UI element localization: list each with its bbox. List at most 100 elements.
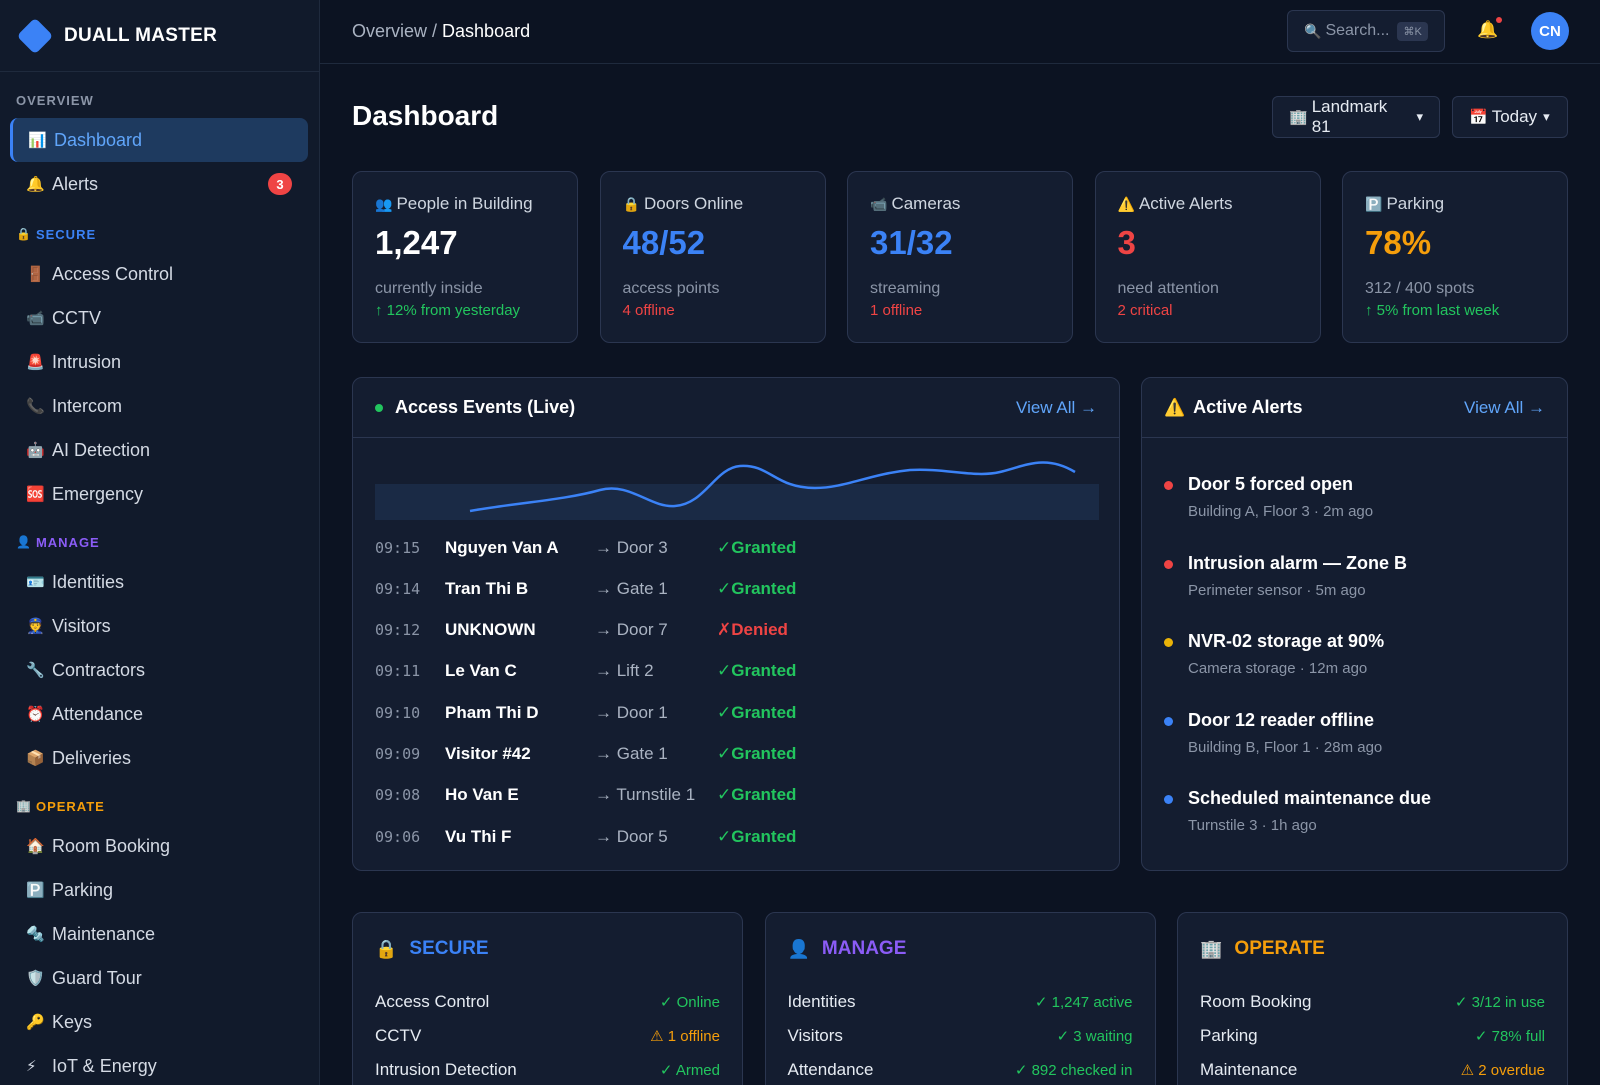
alert-title: Door 5 forced open — [1188, 474, 1354, 494]
sidebar-item-alerts[interactable]: 🔔 Alerts 3 — [10, 162, 308, 206]
module-status-row[interactable]: Access Control ✓ Online — [353, 985, 742, 1019]
alert-item[interactable]: Door 5 forced open Building A, Floor 3 · … — [1164, 474, 1544, 520]
active-alerts-view-all-link[interactable]: View All → — [1464, 397, 1545, 417]
module-status-row[interactable]: Attendance ✓ 892 checked in — [766, 1053, 1155, 1085]
module-status-row[interactable]: Identities ✓ 1,247 active — [766, 985, 1155, 1019]
sidebar-item-dashboard[interactable]: 📊 Dashboard — [10, 118, 308, 162]
breadcrumb-parent[interactable]: Overview — [352, 21, 428, 41]
event-time: 09:12 — [375, 621, 421, 640]
alert-severity-dot — [1164, 716, 1173, 726]
nav-section-manage: 👤 MANAGE — [0, 532, 116, 552]
stat-card-parking[interactable]: 🅿️ Parking 78% 312 / 400 spots ↑ 5% from las… — [1342, 171, 1568, 343]
sidebar-item-icon: 🆘 — [26, 486, 45, 503]
event-person-name: Ho Van E — [445, 785, 519, 805]
date-range-dropdown[interactable]: 📅 Today ▾ — [1452, 96, 1568, 138]
stat-label-text: Parking — [1386, 194, 1445, 213]
sidebar-item-icon: 🤖 — [26, 442, 45, 459]
sidebar-item-label: Guard Tour — [52, 967, 142, 988]
search-input[interactable]: Search... — [1325, 22, 1390, 39]
event-time: 09:11 — [375, 662, 421, 681]
access-events-view-all-link[interactable]: View All → — [1016, 397, 1097, 417]
sidebar-item-access-control[interactable]: 🚪 Access Control — [10, 252, 308, 296]
sidebar-item-room-booking[interactable]: 🏠 Room Booking — [10, 824, 308, 868]
sidebar-item-parking[interactable]: 🅿️ Parking — [10, 868, 308, 912]
event-person-name: Pham Thi D — [445, 702, 539, 722]
sidebar-item-maintenance[interactable]: 🔩 Maintenance — [10, 912, 308, 956]
stat-card-active-alerts[interactable]: ⚠️ Active Alerts 3 need attention 2 critical — [1094, 171, 1321, 343]
module-status-row[interactable]: Intrusion Detection ✓ Armed — [353, 1053, 742, 1085]
stat-subtitle: access points — [622, 280, 720, 297]
stat-card-people-in-building[interactable]: 👥 People in Building 1,247 currently inside… — [352, 171, 578, 343]
event-status: ✓Granted — [717, 744, 797, 763]
sidebar-item-attendance[interactable]: ⏰ Attendance — [10, 692, 308, 736]
event-time: 09:10 — [375, 703, 421, 722]
sidebar-item-guard-tour[interactable]: 🛡️ Guard Tour — [10, 956, 308, 1000]
sidebar-item-label: Parking — [52, 879, 114, 900]
event-destination: → Gate 1 — [595, 744, 668, 763]
sidebar-item-visitors[interactable]: 👮 Visitors — [10, 604, 308, 648]
event-status: ✓Granted — [717, 826, 797, 846]
sidebar-item-ai-detection[interactable]: 🤖 AI Detection — [10, 428, 308, 472]
site-filter-value: Landmark 81 — [1311, 97, 1388, 136]
access-event-row[interactable]: 09:11 Le Van C → Lift 2 ✓Granted — [375, 651, 1095, 692]
module-status-row[interactable]: Room Booking ✓ 3/12 in use — [1178, 985, 1567, 1019]
stat-icon: 🅿️ — [1365, 196, 1383, 212]
sidebar-item-deliveries[interactable]: 📦 Deliveries — [10, 736, 308, 780]
stat-trend: ↑ 5% from last week — [1365, 302, 1500, 319]
sidebar-item-intercom[interactable]: 📞 Intercom — [10, 384, 308, 428]
bell-icon[interactable]: 🔔 — [1477, 20, 1499, 39]
stat-label-text: Doors Online — [643, 194, 744, 213]
stat-label: ⚠️ Active Alerts — [1118, 194, 1298, 216]
module-status-row[interactable]: Parking ✓ 78% full — [1178, 1019, 1567, 1053]
sidebar-item-label: CCTV — [52, 307, 101, 328]
module-card-operate: 🏢 OPERATE Room Booking ✓ 3/12 in use Parking… — [1177, 912, 1568, 1085]
sidebar-item-icon: 🔔 — [26, 176, 45, 193]
sidebar-item-icon: 🔑 — [26, 1014, 45, 1031]
section-label: SECURE — [35, 226, 97, 242]
sidebar-item-emergency[interactable]: 🆘 Emergency — [10, 472, 308, 516]
alert-item[interactable]: NVR-02 storage at 90% Camera storage · 12… — [1164, 631, 1544, 677]
site-filter-dropdown[interactable]: 🏢 Landmark 81 ▾ — [1272, 96, 1440, 138]
module-status-row[interactable]: CCTV ⚠ 1 offline — [353, 1019, 742, 1053]
avatar[interactable]: CN — [1531, 12, 1569, 50]
access-event-row[interactable]: 09:09 Visitor #42 → Gate 1 ✓Granted — [375, 734, 1095, 775]
stat-card-doors-online[interactable]: 🔒 Doors Online 48/52 access points 4 offline — [599, 171, 826, 343]
stat-card-cameras[interactable]: 📹 Cameras 31/32 streaming 1 offline — [847, 171, 1073, 343]
module-row-label: CCTV — [375, 1026, 422, 1045]
event-person-name: Nguyen Van A — [445, 537, 559, 557]
sidebar-item-keys[interactable]: 🔑 Keys — [10, 1000, 308, 1044]
breadcrumb-current: Dashboard — [442, 21, 531, 41]
sidebar-item-cctv[interactable]: 📹 CCTV — [10, 296, 308, 340]
sidebar-item-iot-energy[interactable]: ⚡ IoT & Energy — [10, 1044, 308, 1085]
sidebar-item-identities[interactable]: 🪪 Identities — [10, 560, 308, 604]
stat-subtitle: currently inside — [375, 280, 483, 297]
alert-item[interactable]: Door 12 reader offline Building B, Floor … — [1164, 710, 1544, 756]
access-event-row[interactable]: 09:15 Nguyen Van A → Door 3 ✓Granted — [375, 527, 1095, 568]
module-status-row[interactable]: Visitors ✓ 3 waiting — [766, 1019, 1155, 1053]
sidebar-item-label: AI Detection — [52, 439, 151, 460]
event-person-name: Tran Thi B — [445, 578, 529, 598]
section-label: MANAGE — [35, 534, 100, 550]
stat-trend: ↑ 12% from yesterday — [375, 302, 521, 319]
search-box[interactable]: 🔍 Search... ⌘K — [1287, 10, 1445, 52]
alert-item[interactable]: Scheduled maintenance due Turnstile 3 · 1… — [1164, 788, 1544, 834]
sidebar-item-intrusion[interactable]: 🚨 Intrusion — [10, 340, 308, 384]
access-events-header: Access Events (Live) View All → — [353, 378, 1119, 438]
access-event-row[interactable]: 09:06 Vu Thi F → Door 5 ✓Granted — [375, 816, 1095, 857]
access-event-row[interactable]: 09:12 UNKNOWN → Door 7 ✗Denied — [375, 610, 1095, 651]
brand[interactable]: DUALL MASTER — [0, 0, 319, 72]
access-events-sparkline — [375, 461, 1099, 520]
event-person-name: Visitor #42 — [445, 744, 531, 763]
access-event-row[interactable]: 09:10 Pham Thi D → Door 1 ✓Granted — [375, 692, 1095, 733]
stat-label-text: Active Alerts — [1138, 194, 1233, 213]
sidebar-item-icon: 📞 — [26, 398, 45, 415]
access-event-row[interactable]: 09:14 Tran Thi B → Gate 1 ✓Granted — [375, 568, 1095, 609]
sidebar-item-icon: 🏠 — [26, 838, 45, 855]
alert-item[interactable]: Intrusion alarm — Zone B Perimeter sensor… — [1164, 553, 1544, 599]
access-event-row[interactable]: 09:08 Ho Van E → Turnstile 1 ✓Granted — [375, 775, 1095, 816]
sidebar-item-contractors[interactable]: 🔧 Contractors — [10, 648, 308, 692]
module-row-status: ✓ 3/12 in use — [1454, 994, 1545, 1011]
module-status-row[interactable]: Maintenance ⚠ 2 overdue — [1178, 1053, 1567, 1085]
stat-subtitle: need attention — [1117, 280, 1219, 297]
event-time: 09:08 — [375, 786, 421, 805]
